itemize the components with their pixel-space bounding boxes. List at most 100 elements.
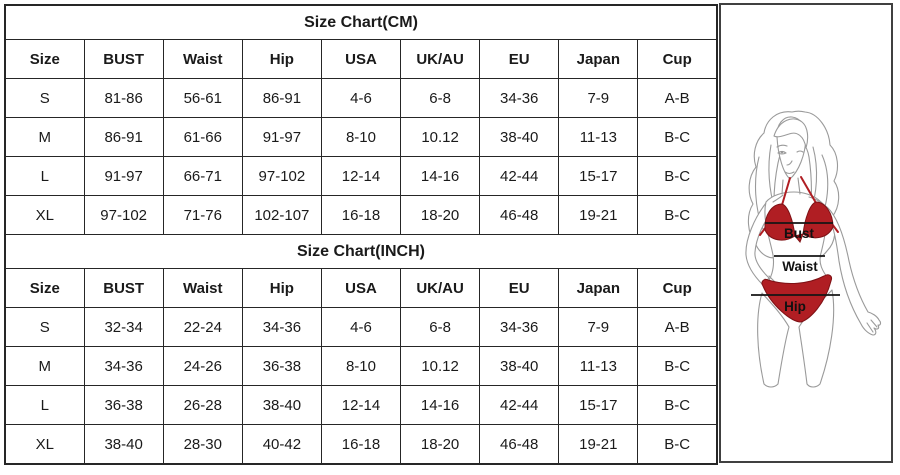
hip-label: Hip [784, 299, 806, 314]
measurement-figure: Bust Waist Hip [745, 110, 882, 388]
value-cell: 11-13 [558, 117, 639, 157]
value-cell: B-C [637, 346, 718, 386]
value-cell: 16-18 [320, 195, 402, 235]
bikini-top-center [794, 233, 804, 243]
hair-fringe [773, 118, 809, 149]
column-header: EU [479, 268, 560, 308]
value-cell: 7-9 [558, 78, 639, 118]
value-cell: 38-40 [241, 385, 322, 425]
value-cell: 18-20 [400, 195, 481, 235]
value-cell: 81-86 [83, 78, 164, 118]
left-pupil [781, 151, 783, 154]
value-cell: 15-17 [558, 156, 639, 196]
value-cell: 36-38 [83, 385, 164, 425]
size-chart-table: Size Chart(CM) Size BUST Waist Hip USA U… [4, 4, 718, 465]
value-cell: A-B [637, 307, 718, 347]
value-cell: 12-14 [320, 385, 402, 425]
value-cell: 38-40 [479, 117, 560, 157]
column-header: Japan [558, 39, 639, 79]
value-cell: 4-6 [320, 78, 402, 118]
value-cell: 34-36 [479, 78, 560, 118]
column-header: Hip [241, 268, 322, 308]
column-header: Size [4, 268, 85, 308]
bikini-top-right-cup [802, 201, 834, 239]
value-cell: 56-61 [162, 78, 243, 118]
value-cell: 34-36 [83, 346, 164, 386]
neck [781, 177, 801, 195]
column-header: Waist [162, 39, 243, 79]
value-cell: 8-10 [320, 117, 402, 157]
column-header: UK/AU [400, 39, 481, 79]
value-cell: 28-30 [162, 424, 243, 465]
header-row-inch: Size BUST Waist Hip USA UK/AU EU Japan C… [4, 268, 718, 308]
right-hand-fingers [866, 319, 878, 333]
value-cell: 11-13 [558, 346, 639, 386]
size-cell: S [4, 307, 85, 347]
value-cell: 34-36 [241, 307, 322, 347]
value-cell: 34-36 [479, 307, 560, 347]
column-header: UK/AU [400, 268, 481, 308]
table-row: M 86-91 61-66 91-97 8-10 10.12 38-40 11-… [4, 117, 718, 157]
value-cell: 26-28 [162, 385, 243, 425]
value-cell: 10.12 [400, 346, 481, 386]
title-row-inch: Size Chart(INCH) [4, 234, 718, 269]
value-cell: 14-16 [400, 385, 481, 425]
value-cell: 32-34 [83, 307, 164, 347]
value-cell: 18-20 [400, 424, 481, 465]
value-cell: 15-17 [558, 385, 639, 425]
column-header: Waist [162, 268, 243, 308]
value-cell: 6-8 [400, 307, 481, 347]
left-eye [777, 150, 787, 155]
size-cell: XL [4, 424, 85, 465]
table-row: L 91-97 66-71 97-102 12-14 14-16 42-44 1… [4, 156, 718, 196]
value-cell: 86-91 [241, 78, 322, 118]
value-cell: 16-18 [320, 424, 402, 465]
value-cell: 71-76 [162, 195, 243, 235]
right-eye [796, 150, 804, 153]
value-cell: 4-6 [320, 307, 402, 347]
size-cell: M [4, 117, 85, 157]
column-header: Japan [558, 268, 639, 308]
table-row: M 34-36 24-26 36-38 8-10 10.12 38-40 11-… [4, 346, 718, 386]
left-leg [757, 292, 790, 388]
table-row: XL 97-102 71-76 102-107 16-18 18-20 46-4… [4, 195, 718, 235]
value-cell: 38-40 [83, 424, 164, 465]
column-header: USA [320, 39, 402, 79]
value-cell: B-C [637, 156, 718, 196]
value-cell: 97-102 [241, 156, 322, 196]
navel [798, 265, 801, 271]
table-row: XL 38-40 28-30 40-42 16-18 18-20 46-48 1… [4, 424, 718, 465]
value-cell: 7-9 [558, 307, 639, 347]
size-cell: M [4, 346, 85, 386]
value-cell: B-C [637, 385, 718, 425]
column-header: Cup [637, 268, 718, 308]
value-cell: 66-71 [162, 156, 243, 196]
bikini-strap-left [781, 177, 791, 206]
value-cell: 42-44 [479, 385, 560, 425]
table-title-inch: Size Chart(INCH) [4, 234, 718, 269]
waist-label: Waist [782, 259, 818, 274]
column-header: BUST [83, 39, 164, 79]
value-cell: 19-21 [558, 195, 639, 235]
table-title-cm: Size Chart(CM) [4, 4, 718, 40]
size-cell: L [4, 385, 85, 425]
value-cell: 12-14 [320, 156, 402, 196]
size-cell: S [4, 78, 85, 118]
bust-label: Bust [784, 226, 815, 241]
nose [786, 160, 793, 166]
table-row: S 81-86 56-61 86-91 4-6 6-8 34-36 7-9 A-… [4, 78, 718, 118]
bikini-top-left-cup [764, 203, 796, 241]
value-cell: 97-102 [83, 195, 164, 235]
value-cell: 24-26 [162, 346, 243, 386]
value-cell: B-C [637, 117, 718, 157]
column-header: USA [320, 268, 402, 308]
value-cell: 42-44 [479, 156, 560, 196]
header-row-cm: Size BUST Waist Hip USA UK/AU EU Japan C… [4, 39, 718, 79]
value-cell: 91-97 [83, 156, 164, 196]
value-cell: 36-38 [241, 346, 322, 386]
value-cell: 46-48 [479, 424, 560, 465]
value-cell: 38-40 [479, 346, 560, 386]
right-arm [820, 201, 882, 336]
size-cell: L [4, 156, 85, 196]
value-cell: 102-107 [241, 195, 322, 235]
